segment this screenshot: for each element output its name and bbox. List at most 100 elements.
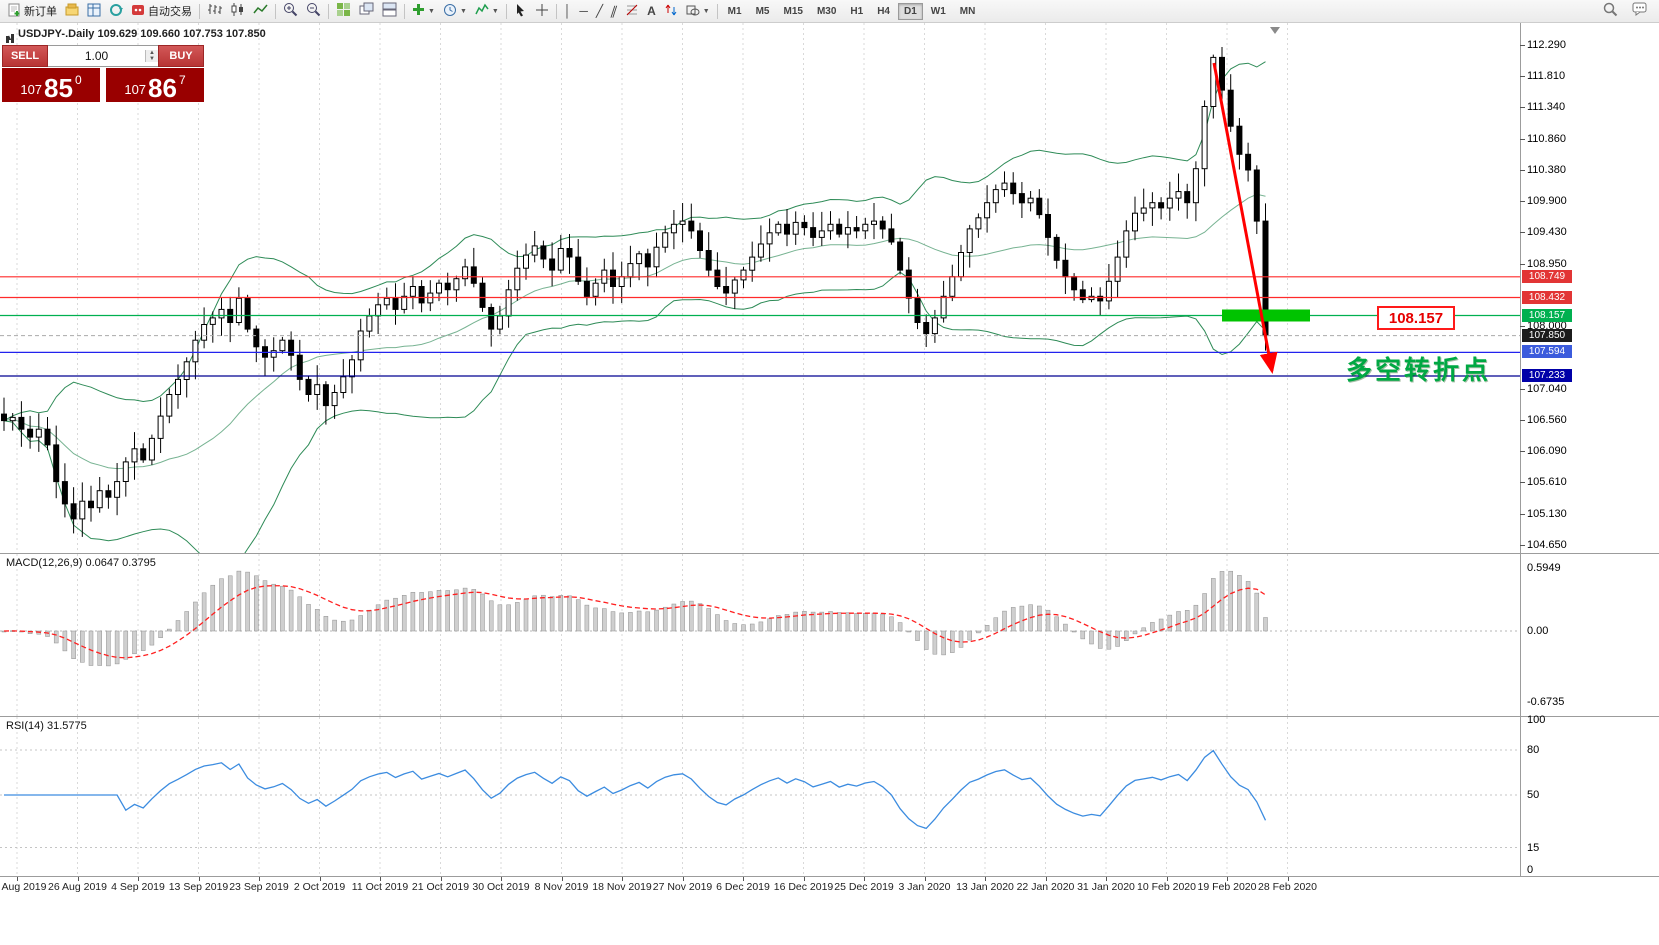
vertical-line-tool-button[interactable]: │ (560, 2, 576, 21)
date-tick (622, 877, 623, 881)
chat-button[interactable] (1628, 2, 1652, 21)
timeframe-button-h4[interactable]: H4 (877, 5, 890, 17)
buy-price-display[interactable]: 107 86 7 (106, 68, 204, 102)
horizontal-line-tool-button[interactable]: ─ (575, 2, 592, 21)
cursor-tool-button[interactable] (510, 2, 531, 21)
clock-icon (443, 3, 457, 20)
price-badge: 107.233 (1522, 368, 1572, 382)
axis-label: 105.610 (1527, 476, 1567, 489)
timeframe-button-d1[interactable]: D1 (897, 2, 923, 20)
date-label: 26 Aug 2019 (48, 881, 107, 893)
bar-chart-button[interactable] (203, 2, 226, 21)
trade-panel-collapse-icon[interactable]: ▲ (5, 33, 13, 42)
arrows-tool-button[interactable] (660, 2, 682, 21)
timeframe-button-w1[interactable]: W1 (930, 5, 946, 17)
add-symbol-button[interactable]: ▼ (408, 2, 439, 21)
toolbar: 新订单 自动交易 ▼ ▼ ▼ │ ─ ╱ ∥ A ▼ M1 M5 M15 M30 H1 H… (0, 0, 1659, 23)
text-tool-button[interactable]: A (643, 2, 660, 21)
history-center-button[interactable] (61, 2, 83, 21)
period-button[interactable]: ▼ (439, 2, 471, 21)
date-tick (1106, 877, 1107, 881)
indicators-button[interactable]: ▼ (471, 2, 503, 21)
sell-price-sup: 0 (74, 73, 82, 87)
volume-down-icon[interactable]: ▼ (146, 56, 158, 62)
auto-trading-button[interactable]: 自动交易 (127, 2, 196, 21)
axis-tick (1520, 76, 1525, 78)
axis-label: 108.950 (1527, 257, 1567, 270)
channel-tool-button[interactable]: ∥ (607, 2, 621, 21)
axis-label: 112.290 (1527, 39, 1566, 51)
search-button[interactable] (1599, 2, 1622, 21)
cascade-windows-button[interactable] (355, 2, 378, 21)
date-tick (1045, 877, 1047, 881)
volume-field[interactable]: 1.00 ▲ ▼ (48, 45, 158, 67)
volume-up-icon[interactable]: ▲ (146, 50, 158, 56)
cascade-windows-icon (359, 2, 374, 20)
axis-label: 0 (1527, 864, 1534, 876)
price-level-label[interactable]: 108.157 (1377, 306, 1455, 330)
indicators-icon (475, 3, 489, 20)
buy-price-sup: 7 (178, 73, 186, 87)
add-symbol-icon (412, 3, 425, 19)
fibonacci-tool-button[interactable] (621, 2, 643, 21)
sell-button[interactable]: SELL (2, 45, 48, 67)
crosshair-tool-button[interactable] (531, 2, 553, 21)
date-tick (440, 877, 442, 881)
main-chart-canvas[interactable] (0, 23, 1520, 553)
chart-shift-marker[interactable] (1270, 27, 1280, 34)
timeframe-button-m30[interactable]: M30 (816, 5, 837, 17)
macd-panel-canvas[interactable] (0, 554, 1520, 716)
date-label: 21 Oct 2019 (411, 881, 470, 893)
history-icon (65, 3, 79, 20)
axis-label: 15 (1527, 841, 1540, 854)
trendline-tool-button[interactable]: ╱ (592, 2, 607, 21)
panel-divider[interactable] (0, 553, 1659, 554)
new-order-button[interactable]: 新订单 (3, 2, 61, 21)
timeframe-group: M1 M5 M15 M30 H1 H4 D1 W1 MN (721, 2, 983, 20)
panel-divider[interactable] (0, 716, 1659, 717)
date-label: 13 Jan 2020 (956, 881, 1014, 893)
horizontal-line-icon: ─ (579, 4, 588, 18)
axis-label: 111.810 (1527, 70, 1566, 83)
tile-horizontal-button[interactable] (378, 2, 401, 21)
axis-tick (1520, 545, 1525, 547)
timeframe-button-mn[interactable]: MN (959, 5, 976, 17)
axis-tick (1520, 420, 1525, 422)
rsi-line (4, 749, 1267, 830)
sell-price-display[interactable]: 107 85 0 (2, 68, 100, 102)
tile-windows-icon (336, 2, 351, 20)
axis-tick (1520, 45, 1525, 46)
buy-button[interactable]: BUY (158, 45, 204, 67)
date-label: 10 Feb 2020 (1137, 881, 1196, 893)
date-tick (138, 877, 139, 881)
date-tick (259, 877, 260, 881)
candlestick-chart-button[interactable] (226, 2, 249, 21)
date-label: 8 Nov 2019 (534, 881, 589, 893)
chat-icon (1632, 2, 1648, 20)
refresh-button[interactable] (105, 2, 127, 21)
timeframe-button-m5[interactable]: M5 (755, 5, 770, 17)
rsi-panel-canvas[interactable] (0, 717, 1520, 876)
market-watch-button[interactable] (83, 2, 105, 21)
date-label: 22 Jan 2020 (1016, 881, 1075, 893)
volume-value[interactable]: 1.00 (84, 49, 109, 63)
timeframe-button-m15[interactable]: M15 (783, 5, 803, 17)
turning-point-annotation[interactable]: 多空转折点 (1346, 355, 1492, 385)
date-tick (319, 877, 321, 881)
zoom-in-button[interactable] (279, 2, 302, 21)
shapes-tool-button[interactable]: ▼ (682, 2, 714, 21)
chevron-down-icon: ▼ (459, 7, 467, 15)
timeframe-button-h1[interactable]: H1 (850, 5, 864, 17)
chart-symbol-icon (6, 30, 15, 48)
date-label: 4 Sep 2019 (111, 881, 165, 893)
line-chart-button[interactable] (249, 2, 272, 21)
support-zone-rect (1222, 309, 1310, 322)
price-badge: 108.432 (1522, 290, 1572, 304)
market-watch-icon (87, 3, 101, 20)
date-tick (198, 877, 200, 881)
date-label: 23 Sep 2019 (229, 881, 289, 893)
tile-windows-button[interactable] (332, 2, 355, 21)
auto-trading-label: 自动交易 (148, 6, 192, 18)
timeframe-button-m1[interactable]: M1 (727, 5, 742, 17)
zoom-out-button[interactable] (302, 2, 325, 21)
